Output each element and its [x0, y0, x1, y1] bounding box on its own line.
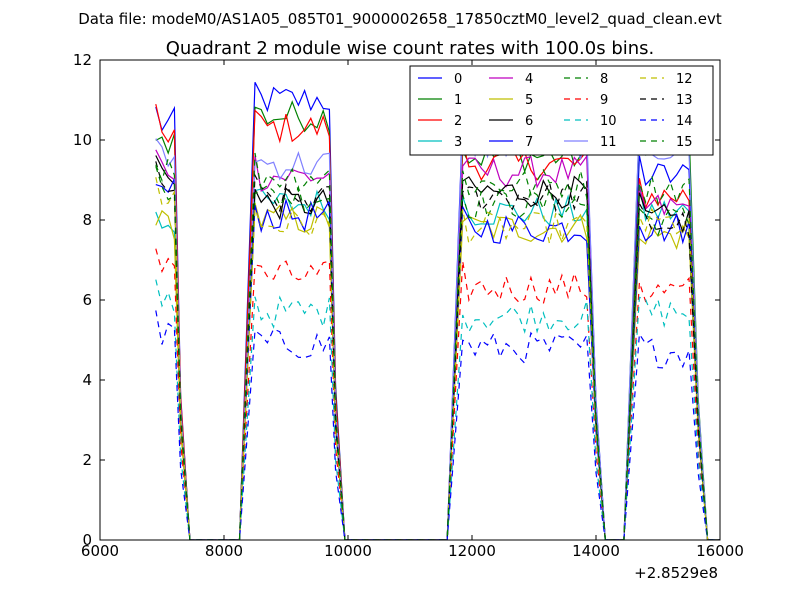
- y-tick-label: 2: [82, 451, 92, 469]
- x-tick-label: 12000: [448, 542, 496, 560]
- series-line-4: [155, 149, 720, 540]
- legend-label-9: 9: [600, 93, 608, 108]
- legend-box: [409, 65, 714, 156]
- x-tick-label: 10000: [324, 542, 372, 560]
- legend-label-6: 6: [525, 114, 533, 129]
- legend-label-7: 7: [525, 135, 533, 150]
- y-tick-label: 6: [82, 291, 92, 309]
- series-line-14: [155, 310, 720, 540]
- legend-label-1: 1: [454, 93, 462, 108]
- x-tick-label: 16000: [696, 542, 744, 560]
- chart-title: Quadrant 2 module wise count rates with …: [166, 38, 655, 59]
- y-tick-label: 12: [73, 51, 92, 69]
- legend-label-2: 2: [454, 114, 462, 129]
- y-tick-label: 8: [82, 211, 92, 229]
- legend-label-14: 14: [676, 114, 693, 129]
- legend-label-15: 15: [676, 135, 693, 150]
- series-line-8: [155, 166, 720, 540]
- x-tick-label: 8000: [205, 542, 243, 560]
- series-line-15: [155, 152, 720, 540]
- legend-label-8: 8: [600, 72, 608, 87]
- legend-label-11: 11: [600, 135, 617, 150]
- x-tick-label: 6000: [81, 542, 119, 560]
- legend-label-0: 0: [454, 72, 462, 87]
- series-line-13: [155, 161, 720, 540]
- series-line-10: [155, 279, 720, 540]
- legend-label-13: 13: [676, 93, 693, 108]
- legend-label-4: 4: [525, 72, 533, 87]
- y-tick-label: 10: [73, 131, 92, 149]
- y-tick-label: 0: [82, 531, 92, 549]
- legend-label-3: 3: [454, 135, 462, 150]
- chart-suptitle: Data file: modeM0/AS1A05_085T01_90000026…: [78, 10, 722, 29]
- series-line-3: [155, 184, 720, 540]
- x-tick-label: 14000: [572, 542, 620, 560]
- legend-label-12: 12: [676, 72, 693, 87]
- legend-label-10: 10: [600, 114, 617, 129]
- legend-label-5: 5: [525, 93, 533, 108]
- series-line-12: [155, 177, 720, 540]
- series-line-7: [155, 178, 720, 540]
- y-tick-label: 4: [82, 371, 92, 389]
- series-line-6: [155, 155, 720, 540]
- x-offset-label: +2.8529e8: [634, 564, 718, 582]
